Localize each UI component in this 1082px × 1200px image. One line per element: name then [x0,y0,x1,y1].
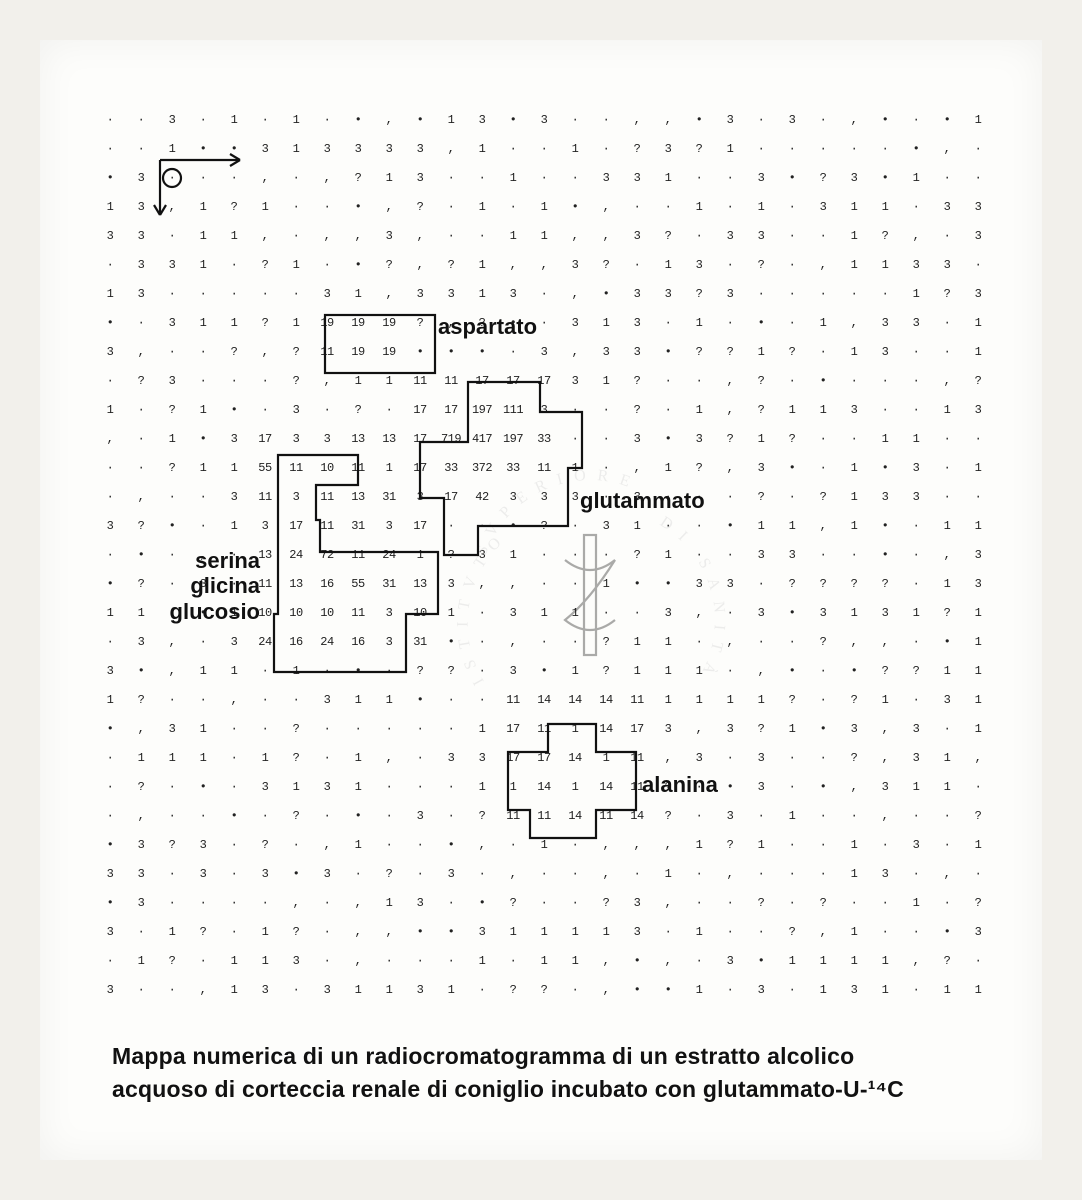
label-glutammato: glutammato [580,488,705,514]
region-glutammato-outline [420,382,582,555]
label-glicina-line: glicina [140,573,260,598]
paper-panel: ··3·1·1·•,•13•3··,,•3·3·,•·•1··1••313333… [40,40,1042,1160]
origin-marker [154,154,240,215]
region-aspartato-outline [325,315,435,373]
caption-line1: Mappa numerica di un radiocromatogramma … [112,1043,854,1069]
region-sgg-outline [274,455,438,672]
figure-caption: Mappa numerica di un radiocromatogramma … [112,1040,1012,1107]
caption-line2: acquoso di corteccia renale di coniglio … [112,1076,904,1102]
label-glucosio-line: glucosio [140,599,260,624]
label-serina-line: serina [140,548,260,573]
label-serina: serina glicina glucosio [140,548,260,624]
label-aspartato: aspartato [438,314,537,340]
label-alanina: alanina [642,772,718,798]
region-alanina-outline [508,724,636,838]
